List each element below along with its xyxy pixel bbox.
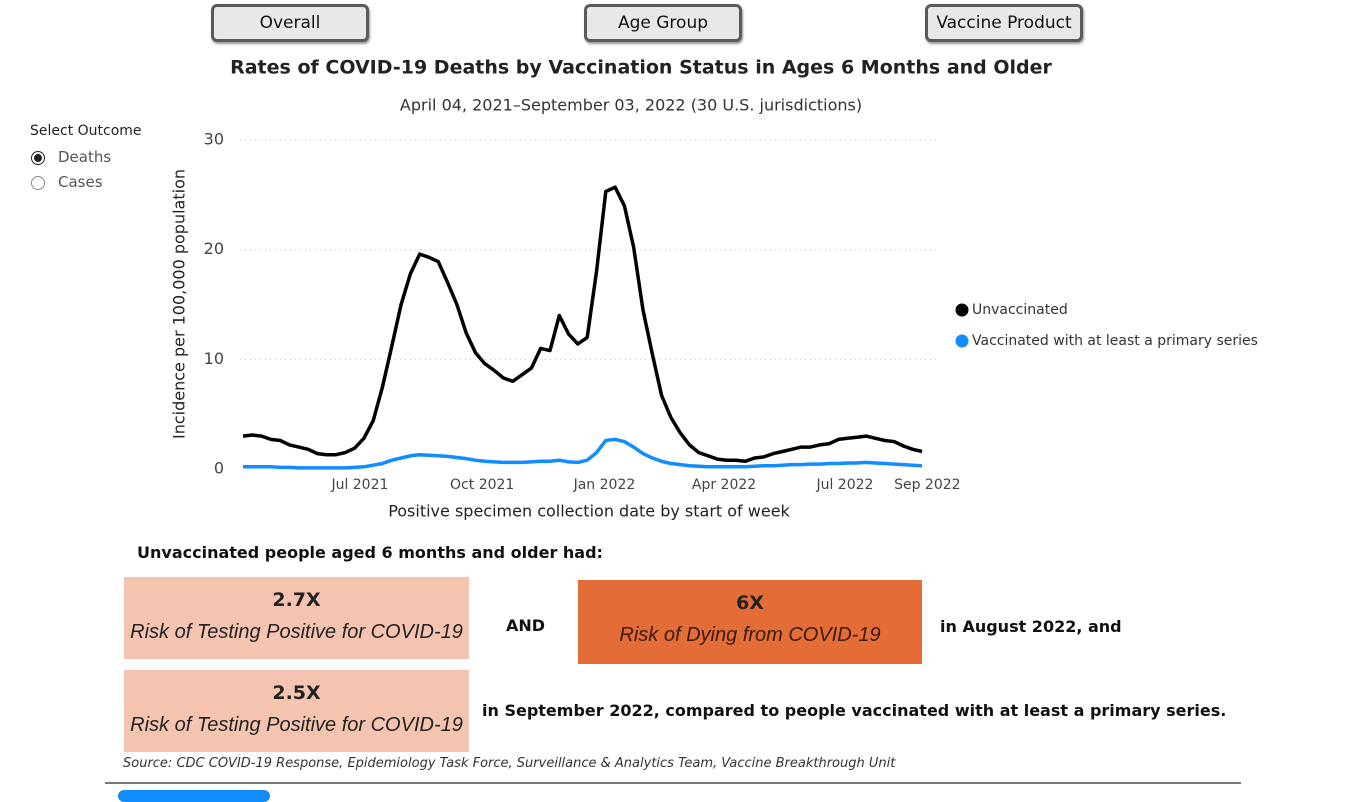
summary-text: in September 2022, compared to people va…	[482, 701, 1227, 720]
line-series	[243, 437, 923, 470]
summary-box: 2.5X Risk of Testing Positive for COVID-…	[124, 670, 469, 752]
chart-title: Rates of COVID-19 Deaths by Vaccination …	[230, 57, 1052, 79]
y-axis-label: Incidence per 100,000 population	[170, 169, 189, 439]
box-value: 6X	[736, 592, 764, 614]
selector-label: Select Outcome	[30, 123, 142, 139]
summary-text: in August 2022, and	[940, 617, 1122, 636]
y-tick-label: 10	[204, 349, 224, 368]
chart-subtitle: April 04, 2021–September 03, 2022 (30 U.…	[400, 96, 862, 115]
source: Source: CDC COVID-19 Response, Epidemiol…	[123, 756, 896, 771]
box-value: 2.7X	[272, 589, 321, 611]
legend-marker	[955, 334, 969, 348]
radio-button[interactable]	[31, 176, 45, 190]
radio-label[interactable]: Cases	[58, 173, 103, 191]
box-text: Risk of Dying from COVID-19	[619, 624, 881, 646]
x-axis-label: Positive specimen collection date by sta…	[388, 502, 790, 521]
box-text: Risk of Testing Positive for COVID-19	[130, 714, 463, 736]
divider	[105, 782, 1241, 784]
and-text: AND	[506, 616, 546, 635]
radio-button[interactable]	[31, 151, 45, 165]
radio-label[interactable]: Deaths	[58, 148, 112, 166]
x-tick-label: Apr 2022	[692, 477, 756, 493]
legend-marker	[955, 303, 969, 317]
x-tick-label: Jan 2022	[573, 477, 636, 493]
legend-label: Unvaccinated	[972, 302, 1068, 318]
summary-box: 6X Risk of Dying from COVID-19	[578, 580, 922, 664]
x-tick-label: Oct 2021	[450, 477, 514, 493]
x-tick-label: Jul 2022	[815, 477, 873, 493]
summary-box: 2.7X Risk of Testing Positive for COVID-…	[124, 577, 469, 659]
y-tick-label: 0	[214, 459, 224, 478]
vaccine-product-button[interactable]: Vaccine Product	[925, 4, 1083, 42]
x-tick-label: Jul 2021	[330, 477, 388, 493]
y-tick-label: 30	[204, 130, 224, 149]
overall-button[interactable]: Overall	[211, 4, 369, 42]
age-group-button[interactable]: Age Group	[584, 4, 742, 42]
y-tick-label: 20	[204, 239, 224, 258]
bottom-button[interactable]	[118, 790, 270, 802]
box-value: 2.5X	[272, 682, 321, 704]
legend-label: Vaccinated with at least a primary serie…	[972, 333, 1258, 349]
summary-intro: Unvaccinated people aged 6 months and ol…	[137, 543, 603, 562]
x-tick-label: Sep 2022	[894, 477, 960, 493]
line-series	[242, 185, 923, 464]
box-text: Risk of Testing Positive for COVID-19	[130, 621, 463, 643]
chart: Rates of COVID-19 Deaths by Vaccination …	[170, 57, 1258, 521]
